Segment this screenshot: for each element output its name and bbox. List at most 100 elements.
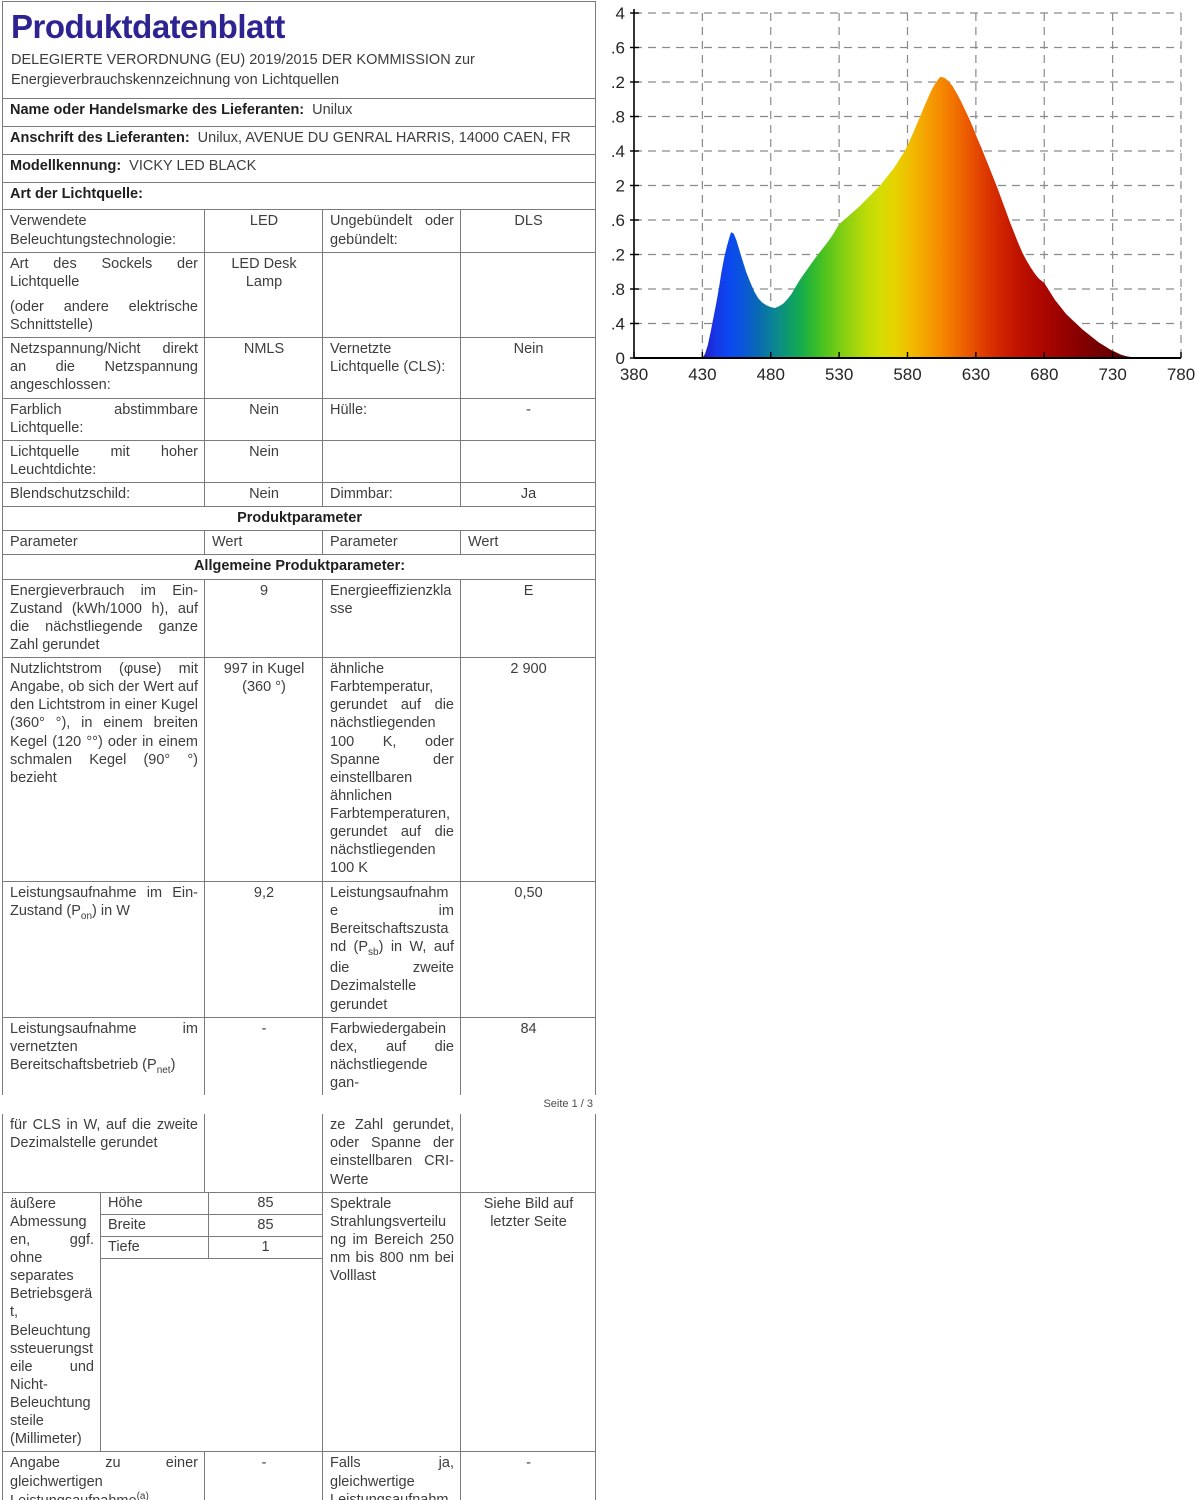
param-cell: Dimmbar: (322, 481, 461, 508)
page-number-marker: Seite 1 / 3 (543, 1098, 593, 1111)
model-id-value: VICKY LED BLACK (129, 158, 257, 175)
param-cell: Lichtquelle mit hoher Leuchtdichte: (2, 439, 205, 484)
column-header: Wert (459, 530, 597, 556)
svg-text:680: 680 (1030, 365, 1058, 384)
param-cell: Leistungsaufnahme im Bereitschaftszustan… (322, 880, 461, 1018)
param-cell: Angabe zu einer gleichwertigen Leistungs… (2, 1451, 205, 1500)
value-cell: NMLS (204, 337, 323, 399)
param-cell: Hülle: (322, 397, 461, 441)
section-general-parameters: Allgemeine Produktparameter: (1, 554, 597, 580)
column-header: Parameter (2, 530, 205, 556)
document-subtitle: DELEGIERTE VERORDNUNG (EU) 2019/2015 DER… (11, 52, 475, 88)
section-light-source-type: Art der Lichtquelle: (1, 182, 597, 211)
param-cell: Energieverbrauch im Ein-Zustand (kWh/100… (2, 578, 205, 658)
svg-text:3.2: 3.2 (612, 73, 625, 92)
svg-text:580: 580 (893, 365, 921, 384)
value-cell (459, 439, 597, 484)
dimension-row-width: Breite 85 (101, 1214, 322, 1237)
svg-text:730: 730 (1098, 365, 1126, 384)
svg-text:430: 430 (688, 365, 716, 384)
dimension-value: 85 (257, 1194, 274, 1211)
value-cell: Nein (204, 481, 323, 508)
svg-text:2.4: 2.4 (612, 142, 625, 161)
param-cell: Nutzlichtstrom (φuse) mit Angabe, ob sic… (2, 657, 205, 882)
model-id-label: Modellkennung: (10, 158, 122, 175)
value-cell: - (204, 1451, 323, 1500)
dimension-row-height: Höhe 85 (101, 1192, 322, 1215)
supplier-name-label: Name oder Handelsmarke des Lieferanten: (10, 102, 305, 119)
param-cell: ze Zahl gerundet, oder Spanne der einste… (322, 1114, 461, 1193)
value-cell (459, 251, 597, 339)
dimension-value: 1 (261, 1238, 270, 1255)
value-cell (460, 1114, 596, 1193)
param-cell (322, 439, 461, 484)
dimensions-label: äußere Abmessungen, ggf. ohne separates … (3, 1192, 101, 1452)
param-cell: Blendschutzschild: (2, 481, 205, 508)
datasheet-table-page2: für CLS in W, auf die zweite Dezimalstel… (2, 1114, 596, 1500)
value-cell: Ja (459, 481, 597, 508)
dimensions-cell: äußere Abmessungen, ggf. ohne separates … (2, 1191, 323, 1453)
column-header: Parameter (322, 530, 461, 556)
value-cell: DLS (459, 209, 597, 253)
spectrum-area (702, 76, 1136, 359)
supplier-name-value: Unilux (312, 102, 353, 119)
svg-text:1.6: 1.6 (612, 211, 625, 230)
document-header: Produktdatenblatt DELEGIERTE VERORDNUNG … (1, 0, 597, 100)
value-cell: - (204, 1016, 323, 1096)
supplier-address-value: Unilux, AVENUE DU GENRAL HARRIS, 14000 C… (197, 130, 571, 147)
svg-text:0.8: 0.8 (612, 280, 625, 299)
dimensions-subtable: Höhe 85 Breite 85 Tiefe 1 (101, 1192, 322, 1452)
value-cell: 84 (459, 1016, 597, 1096)
param-cell: für CLS in W, auf die zweite Dezimalstel… (2, 1114, 205, 1193)
supplier-address-label: Anschrift des Lieferanten: (10, 130, 190, 147)
value-cell (204, 1114, 323, 1193)
svg-text:480: 480 (757, 365, 785, 384)
value-cell: Nein (204, 439, 323, 484)
value-cell: 9,2 (204, 880, 323, 1018)
dimension-name: Breite (101, 1214, 209, 1236)
value-cell: 9 (204, 578, 323, 658)
param-cell: Ungebündelt oder gebündelt: (322, 209, 461, 253)
param-cell: Farblich abstimmbare Lichtquelle: (2, 397, 205, 441)
supplier-address-row: Anschrift des Lieferanten: Unilux, AVENUE… (1, 126, 597, 156)
supplier-name-row: Name oder Handelsmarke des Lieferanten: U… (1, 98, 597, 128)
svg-text:630: 630 (962, 365, 990, 384)
value-cell: - (460, 1451, 596, 1500)
param-cell: Falls ja, gleichwertige Leistungsaufnahm… (322, 1451, 461, 1500)
datasheet-document: Produktdatenblatt DELEGIERTE VERORDNUNG … (1, 0, 597, 1500)
svg-text:780: 780 (1167, 365, 1195, 384)
dimension-name: Höhe (101, 1192, 209, 1214)
value-cell: 2 900 (459, 657, 597, 882)
param-cell: Leistungsaufnahme im vernetzten Bereitsc… (2, 1016, 205, 1096)
param-cell: Netzspannung/Nicht direkt an die Netzspa… (2, 337, 205, 399)
svg-text:2.8: 2.8 (612, 108, 625, 127)
param-cell: ähnliche Farbtemperatur, gerundet auf di… (322, 657, 461, 882)
datasheet-table-page1: Produktdatenblatt DELEGIERTE VERORDNUNG … (1, 0, 597, 1096)
value-cell: Nein (204, 397, 323, 441)
svg-text:1.2: 1.2 (612, 246, 625, 265)
svg-text:380: 380 (620, 365, 648, 384)
value-cell: LED Desk Lamp (204, 251, 323, 339)
svg-text:0: 0 (616, 349, 625, 368)
param-cell: Farbwiedergabeindex, auf die nächstliege… (322, 1016, 461, 1096)
dimension-value: 85 (257, 1216, 274, 1233)
value-cell: LED (204, 209, 323, 253)
svg-text:530: 530 (825, 365, 853, 384)
svg-text:3.6: 3.6 (612, 39, 625, 58)
param-cell: Energieeffizienzklasse (322, 578, 461, 658)
page-title: Produktdatenblatt (11, 8, 285, 45)
value-cell: 0,50 (459, 880, 597, 1018)
value-cell: Nein (459, 337, 597, 399)
column-header: Wert (204, 530, 323, 556)
dimension-name: Tiefe (101, 1236, 209, 1259)
param-cell: Vernetzte Lichtquelle (CLS): (322, 337, 461, 399)
svg-text:0.4: 0.4 (612, 315, 625, 334)
section-product-parameters: Produktparameter (1, 506, 597, 532)
value-cell: - (459, 397, 597, 441)
param-cell: Leistungsaufnahme im Ein-Zustand (Pon) i… (2, 880, 205, 1018)
param-cell: Spektrale Strahlungsverteilung im Bereic… (322, 1191, 461, 1453)
dimension-row-depth: Tiefe 1 (101, 1236, 322, 1260)
param-cell (322, 251, 461, 339)
param-cell: Art des Sockels der Lichtquelle (oder an… (2, 251, 205, 339)
